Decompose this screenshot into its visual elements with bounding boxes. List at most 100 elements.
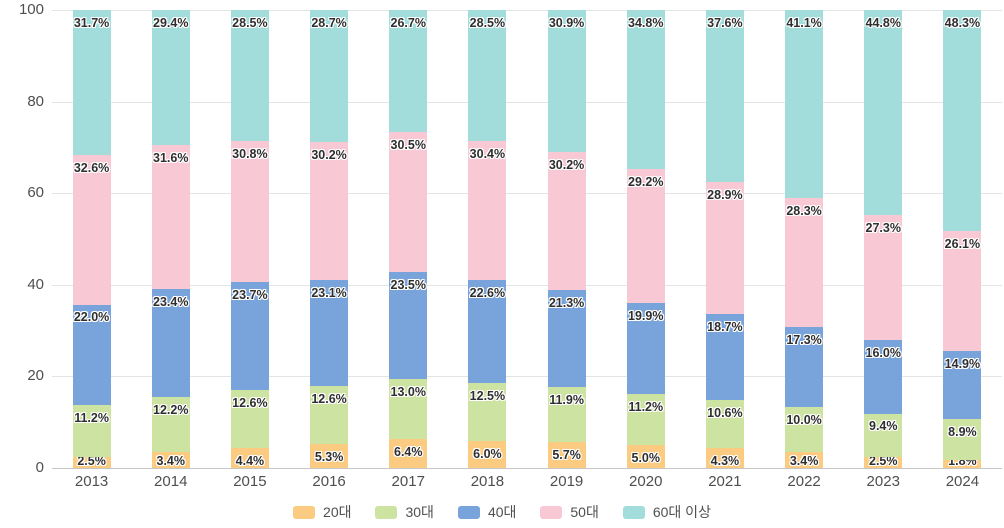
bar-segment bbox=[785, 9, 824, 198]
segment-value-label: 5.0% bbox=[631, 451, 661, 466]
bar-2019: 5.7% 11.9% 21.3% 30.2% 30.9% bbox=[547, 10, 586, 468]
bar-segment bbox=[547, 151, 586, 290]
bar-segment bbox=[864, 456, 903, 468]
legend-item[interactable]: 60대 이상 bbox=[622, 504, 711, 520]
bar-segment bbox=[864, 215, 903, 341]
legend-label: 40대 bbox=[487, 504, 517, 520]
gridline bbox=[52, 101, 1002, 103]
bar-segment bbox=[72, 304, 111, 406]
y-axis: 0 20 40 60 80 100 bbox=[0, 2, 44, 476]
bar-segment bbox=[468, 10, 507, 141]
segment-value-label: 41.1% bbox=[786, 15, 822, 30]
bar-segment bbox=[864, 413, 903, 457]
y-axis-tick-label: 0 bbox=[35, 459, 44, 476]
bar-segment bbox=[310, 280, 349, 387]
x-axis-category-label: 2018 bbox=[470, 473, 505, 490]
legend-item[interactable]: 20대 bbox=[293, 504, 351, 520]
bar-segment bbox=[626, 168, 665, 303]
bar-segment bbox=[151, 10, 190, 145]
bar-segment bbox=[705, 448, 744, 468]
x-axis-category-label: 2020 bbox=[629, 473, 663, 490]
segment-value-label: 27.3% bbox=[865, 221, 901, 236]
bar-2018: 6.0% 12.5% 22.6% 30.4% 28.5% bbox=[468, 10, 507, 468]
segment-value-label: 3.4% bbox=[789, 454, 819, 468]
bar-segment bbox=[785, 197, 824, 328]
segment-value-label: 23.1% bbox=[311, 286, 347, 301]
segment-value-label: 30.4% bbox=[469, 146, 506, 161]
segment-value-label: 13.0% bbox=[390, 385, 426, 400]
segment-value-label: 30.8% bbox=[232, 146, 268, 161]
bar-segment bbox=[547, 387, 586, 442]
y-axis-tick-label: 80 bbox=[27, 92, 44, 110]
bar-2020: 5.0% 11.2% 19.9% 29.2% 34.8% bbox=[626, 9, 665, 468]
y-axis-tick-label: 60 bbox=[27, 184, 44, 202]
segment-value-label: 22.6% bbox=[469, 285, 506, 300]
segment-value-label: 29.2% bbox=[628, 174, 664, 189]
y-axis-tick-label: 20 bbox=[27, 367, 44, 385]
bar-segment bbox=[626, 445, 665, 468]
bar-2016: 5.3% 12.6% 23.1% 30.2% 28.7% bbox=[310, 10, 349, 468]
segment-value-label: 28.7% bbox=[311, 16, 347, 31]
bar-segment bbox=[705, 9, 744, 182]
bar-segment bbox=[547, 441, 586, 468]
segment-value-label: 12.5% bbox=[469, 389, 506, 404]
legend-item[interactable]: 50대 bbox=[540, 504, 599, 520]
segment-value-label: 9.4% bbox=[869, 419, 898, 434]
segment-value-label: 48.3% bbox=[944, 16, 981, 30]
segment-value-label: 30.9% bbox=[548, 16, 585, 30]
x-axis-category-label: 2019 bbox=[549, 473, 584, 490]
bar-segment bbox=[230, 281, 269, 391]
bar-segment bbox=[151, 289, 190, 397]
bar-segment bbox=[626, 302, 665, 394]
segment-value-label: 10.6% bbox=[707, 405, 743, 420]
x-axis-category-label: 2013 bbox=[74, 473, 109, 490]
gridline bbox=[52, 193, 1002, 195]
legend-item[interactable]: 40대 bbox=[457, 504, 517, 520]
segment-value-label: 28.5% bbox=[232, 16, 268, 30]
segment-value-label: 29.4% bbox=[153, 16, 189, 30]
y-axis-tick-label: 100 bbox=[18, 1, 44, 18]
gridline bbox=[52, 376, 1002, 378]
segment-value-label: 34.8% bbox=[628, 15, 664, 30]
segment-value-label: 23.5% bbox=[390, 277, 426, 292]
bar-segment bbox=[151, 396, 190, 453]
legend-swatch-icon bbox=[293, 505, 316, 519]
bar-segment bbox=[389, 438, 428, 468]
bar-2017: 6.4% 13.0% 23.5% 30.5% 26.7% bbox=[389, 9, 428, 468]
legend-item[interactable]: 30대 bbox=[375, 504, 434, 520]
segment-value-label: 26.1% bbox=[944, 237, 981, 252]
legend-label: 20대 bbox=[323, 504, 352, 520]
bar-segment bbox=[943, 10, 982, 232]
legend-swatch-icon bbox=[457, 505, 480, 519]
segment-value-label: 23.4% bbox=[153, 295, 189, 310]
bar-segment bbox=[626, 393, 665, 446]
x-axis-category-label: 2014 bbox=[154, 473, 188, 490]
bar-segment bbox=[72, 456, 111, 468]
bar-2014: 3.4% 12.2% 23.4% 31.6% 29.4% bbox=[151, 10, 190, 468]
legend-label: 30대 bbox=[405, 504, 434, 520]
bar-segment bbox=[705, 314, 744, 400]
bar-segment bbox=[468, 140, 507, 280]
segment-value-label: 5.3% bbox=[314, 449, 344, 464]
segment-value-label: 5.7% bbox=[552, 447, 581, 462]
segment-value-label: 37.6% bbox=[707, 15, 743, 30]
segment-value-label: 11.9% bbox=[549, 393, 584, 408]
bar-segment bbox=[389, 271, 428, 380]
segment-value-label: 17.3% bbox=[786, 333, 822, 348]
segment-value-label: 28.9% bbox=[707, 187, 743, 202]
segment-value-label: 12.6% bbox=[311, 392, 347, 407]
segment-value-label: 31.7% bbox=[73, 16, 110, 30]
bar-segment bbox=[230, 390, 269, 448]
segment-value-label: 30.5% bbox=[390, 137, 426, 152]
bar-segment bbox=[468, 383, 507, 441]
bar-segment bbox=[864, 10, 903, 216]
segment-value-label: 19.9% bbox=[628, 308, 664, 323]
bar-segment bbox=[547, 10, 586, 152]
segment-value-label: 32.6% bbox=[73, 161, 110, 176]
segment-value-label: 4.4% bbox=[235, 453, 265, 468]
plot-area: 2.5% 11.2% 22.0% 32.6% 31.7% 3.4% 12.2% 23.4% 31… bbox=[52, 9, 1002, 469]
bar-segment bbox=[785, 452, 824, 468]
legend-label: 60대 이상 bbox=[652, 504, 711, 520]
segment-value-label: 12.2% bbox=[153, 402, 189, 417]
